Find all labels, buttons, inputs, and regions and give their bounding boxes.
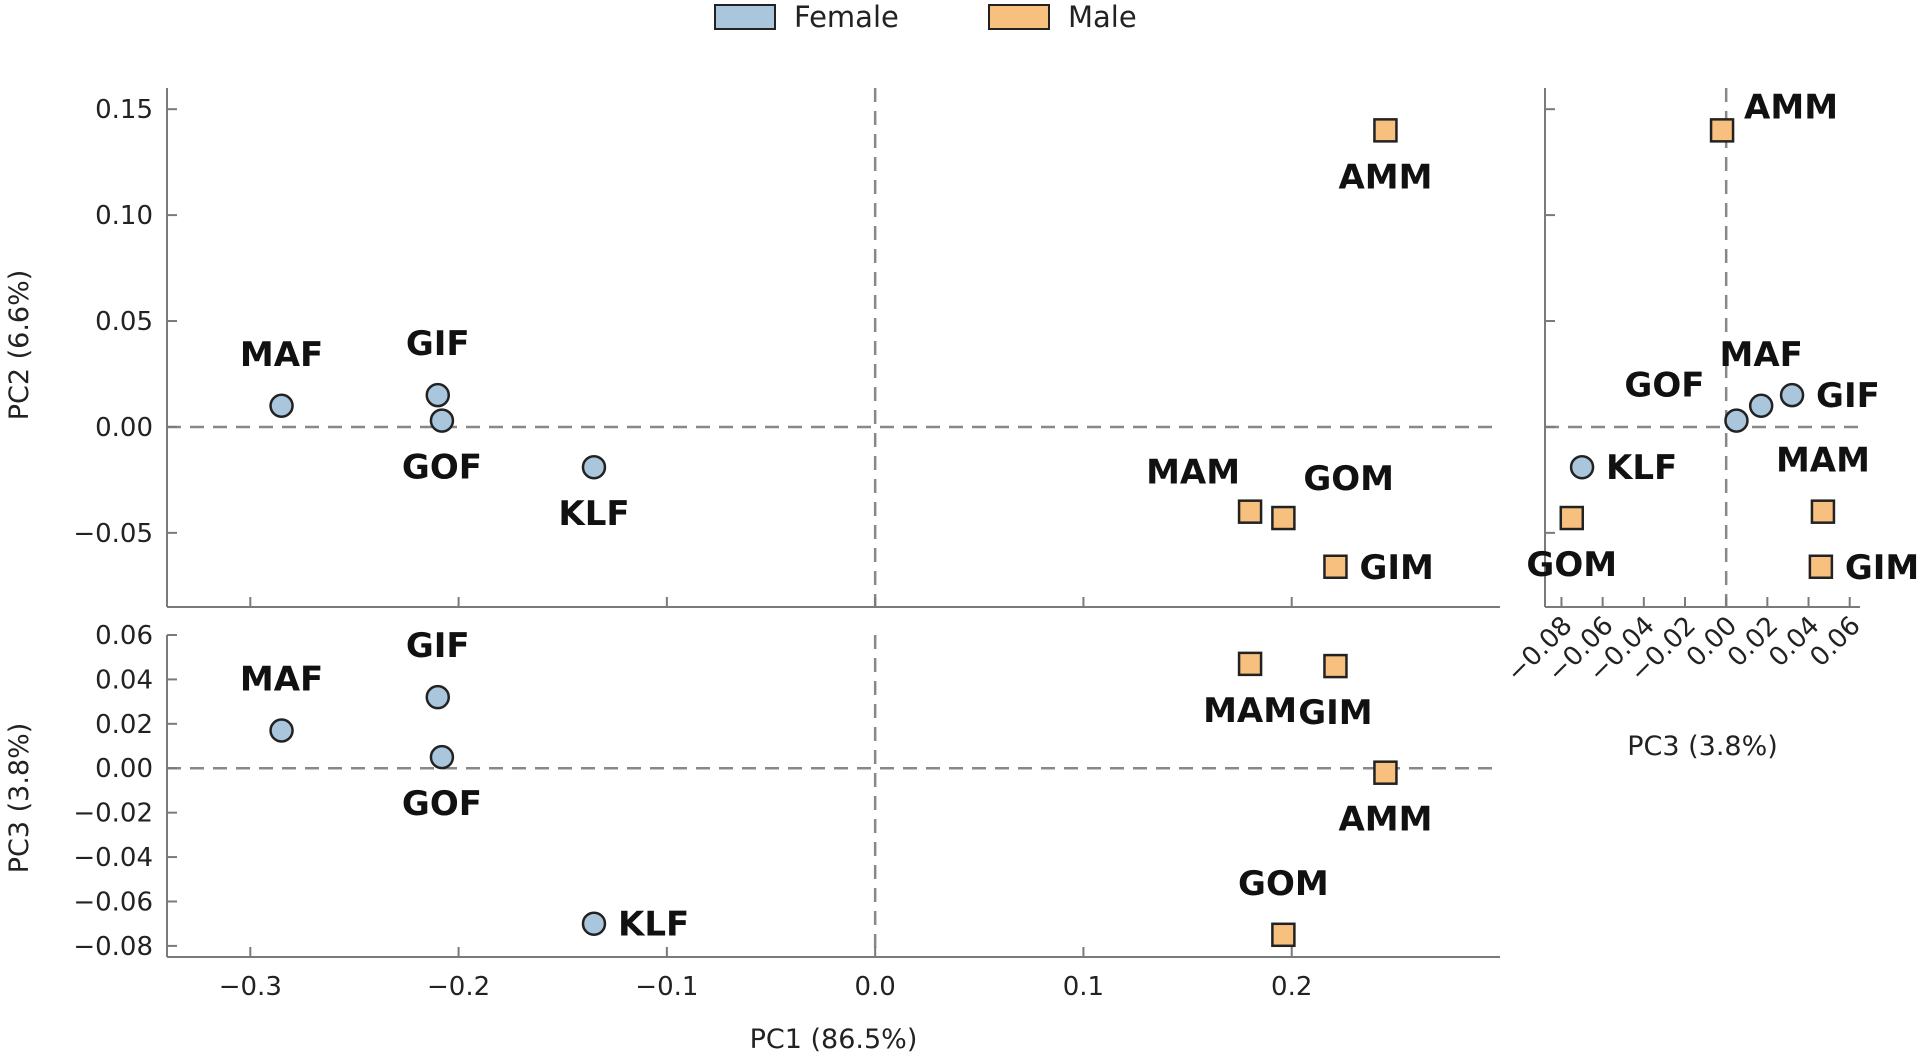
legend-male-label: Male	[1068, 0, 1137, 34]
point-gom	[1559, 505, 1585, 531]
point-klf	[581, 911, 607, 936]
legend-female-swatch	[714, 4, 776, 30]
point-amm	[1709, 118, 1735, 143]
point-klf	[581, 454, 607, 480]
panel-pc3_pc2: −0.08−0.06−0.04−0.020.000.020.040.06PC3 …	[1501, 87, 1919, 762]
point-label-klf: KLF	[558, 494, 629, 534]
point-gof	[429, 744, 455, 770]
point-maf	[1748, 393, 1774, 419]
point-klf	[1569, 454, 1595, 480]
point-mam	[1810, 499, 1836, 524]
point-label-gif: GIF	[406, 324, 470, 364]
point-gif	[425, 684, 451, 710]
point-gom	[1271, 505, 1296, 531]
point-gim	[1323, 653, 1348, 679]
point-label-maf: MAF	[1719, 335, 1802, 375]
y-tick-label: 0.04	[95, 665, 153, 695]
point-label-klf: KLF	[1606, 448, 1677, 488]
point-label-maf: MAF	[240, 335, 323, 375]
y-tick-label: −0.08	[73, 932, 153, 962]
point-label-gof: GOF	[402, 784, 482, 824]
point-amm	[1373, 118, 1398, 143]
point-label-amm: AMM	[1338, 800, 1432, 840]
y-tick-label: −0.02	[73, 799, 153, 829]
y-axis-title: PC3 (3.8%)	[4, 723, 35, 874]
legend-male-swatch	[988, 4, 1050, 30]
legend-item-female: Female	[714, 0, 899, 34]
point-label-gim: GIM	[1845, 548, 1919, 588]
point-label-gom: GOM	[1526, 545, 1617, 585]
point-maf	[269, 718, 294, 743]
point-gif	[425, 382, 451, 408]
point-mam	[1237, 499, 1263, 524]
point-label-gim: GIM	[1359, 548, 1433, 588]
point-label-amm: AMM	[1744, 87, 1838, 127]
y-tick-label: −0.04	[73, 843, 153, 873]
point-gim	[1808, 554, 1834, 580]
panel-pc1_pc3: −0.08 −0.06 −0.04 −0.02 0.00 0.02 0.04 0.06 −0.3…	[4, 621, 1500, 1055]
y-axis-title: PC2 (6.6%)	[4, 270, 35, 421]
y-tick-label: 0.06	[95, 621, 153, 651]
x-tick-label: 0.06	[1805, 611, 1867, 673]
x-tick-label: 0.1	[1063, 972, 1104, 1002]
x-tick-label: −0.1	[635, 972, 698, 1002]
point-label-gif: GIF	[406, 626, 470, 666]
point-label-gof: GOF	[402, 448, 482, 488]
point-label-gif: GIF	[1816, 376, 1880, 416]
y-tick-label: 0.00	[95, 413, 153, 443]
legend-female-label: Female	[794, 0, 899, 34]
y-tick-label: 0.10	[95, 201, 153, 231]
point-gif	[1779, 382, 1805, 408]
legend: Female Male	[0, 0, 1920, 40]
point-label-klf: KLF	[618, 905, 689, 945]
y-tick-label: 0.00	[95, 754, 153, 784]
point-gim	[1323, 554, 1348, 580]
point-gof	[429, 408, 455, 433]
point-amm	[1373, 760, 1398, 785]
y-tick-label: 0.15	[95, 95, 153, 125]
point-label-gom: GOM	[1303, 459, 1394, 499]
point-maf	[269, 393, 294, 419]
point-label-maf: MAF	[240, 659, 323, 699]
point-label-gof: GOF	[1624, 366, 1704, 406]
point-label-gom: GOM	[1238, 864, 1329, 904]
point-label-mam: MAM	[1203, 691, 1297, 731]
point-label-amm: AMM	[1338, 157, 1432, 197]
point-gom	[1271, 922, 1296, 948]
point-label-mam: MAM	[1146, 453, 1240, 493]
y-tick-label: −0.06	[73, 887, 153, 917]
x-tick-label: 0.2	[1271, 972, 1312, 1002]
x-tick-label: −0.3	[219, 972, 282, 1002]
y-tick-label: 0.02	[95, 710, 153, 740]
x-axis-title: PC1 (86.5%)	[750, 1024, 918, 1055]
point-label-mam: MAM	[1776, 441, 1870, 481]
point-gof	[1724, 408, 1749, 433]
point-label-gim: GIM	[1298, 693, 1372, 733]
y-tick-label: −0.05	[73, 519, 153, 549]
x-axis-title: PC3 (3.8%)	[1627, 731, 1778, 762]
y-tick-label: 0.05	[95, 307, 153, 337]
x-tick-label: 0.0	[854, 972, 895, 1002]
panel-pc1_pc2: −0.05 0.00 0.05 0.10 0.15 PC2 (6.6%) MAF GIF GOF…	[4, 88, 1500, 608]
legend-item-male: Male	[988, 0, 1137, 34]
point-mam	[1237, 651, 1263, 677]
x-tick-label: −0.2	[427, 972, 490, 1002]
